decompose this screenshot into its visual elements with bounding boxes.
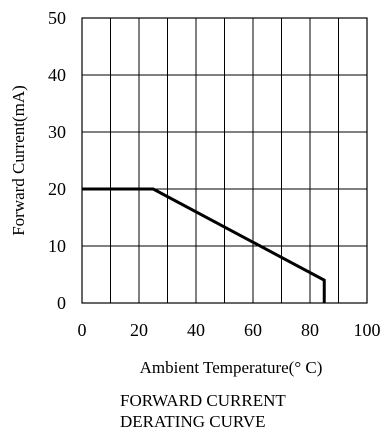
x-tick-label: 100: [354, 320, 381, 340]
y-tick-label: 20: [48, 179, 66, 199]
y-tick-label: 50: [48, 8, 66, 28]
y-tick-label: 40: [48, 65, 66, 85]
x-tick-label: 20: [130, 320, 148, 340]
series-line-1: [82, 187, 326, 303]
x-axis-label: Ambient Temperature(° C): [140, 358, 323, 377]
chart-grid: [82, 18, 367, 303]
y-tick-labels: 0 10 20 30 40 50: [48, 8, 66, 313]
chart-title-line-2: DERATING CURVE: [120, 412, 266, 431]
chart-title-line-1: FORWARD CURRENT: [120, 391, 286, 410]
series-layer: [82, 187, 326, 303]
x-tick-labels: 0 20 40 60 80 100: [78, 320, 381, 340]
plot-frame: [81, 17, 368, 304]
y-axis-label: Forward Current(mA): [9, 85, 28, 236]
y-tick-label: 30: [48, 122, 66, 142]
x-tick-label: 40: [187, 320, 205, 340]
x-tick-label: 80: [301, 320, 319, 340]
y-tick-label: 10: [48, 236, 66, 256]
x-tick-label: 0: [78, 320, 87, 340]
y-tick-label: 0: [57, 293, 66, 313]
x-tick-label: 60: [244, 320, 262, 340]
